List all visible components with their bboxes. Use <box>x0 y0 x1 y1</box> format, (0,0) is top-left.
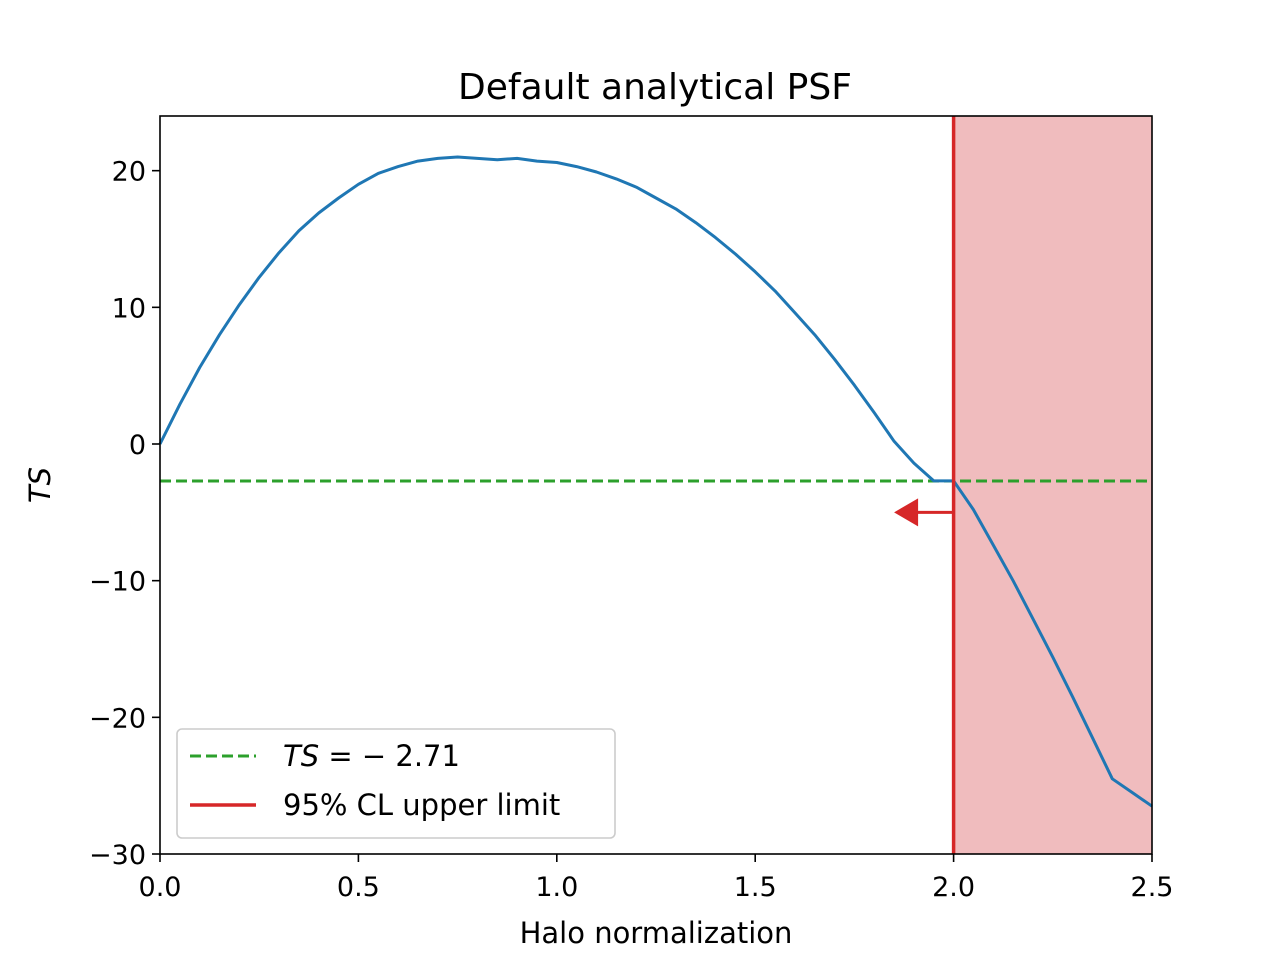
legend-label-threshold: TS = − 2.71 <box>283 739 460 773</box>
x-axis: 0.0 0.5 1.0 1.5 2.0 2.5 <box>139 854 1174 903</box>
y-tick-label: 0 <box>129 430 146 461</box>
y-tick-label: 10 <box>112 293 146 324</box>
x-tick-label: 0.5 <box>337 872 380 903</box>
legend-label-threshold-suffix: = − 2.71 <box>319 739 460 773</box>
legend-box <box>176 728 616 839</box>
legend-label-upper-limit: 95% CL upper limit <box>283 788 560 822</box>
y-tick-label: −20 <box>89 703 146 734</box>
x-axis-label: Halo normalization <box>520 916 793 950</box>
y-axis: −30 −20 −10 0 10 20 <box>89 157 160 871</box>
x-tick-label: 2.0 <box>932 872 975 903</box>
excluded-region <box>953 116 1152 854</box>
chart-title: Default analytical PSF <box>458 67 852 108</box>
legend: TS = − 2.71 95% CL upper limit <box>176 728 616 839</box>
y-axis-label: TS <box>23 467 57 503</box>
y-tick-label: 20 <box>112 157 146 188</box>
x-tick-label: 2.5 <box>1131 872 1174 903</box>
data-marks <box>158 116 1153 854</box>
upper-limit-arrow-head <box>894 498 919 527</box>
x-tick-label: 1.5 <box>734 872 777 903</box>
legend-label-threshold-prefix: TS <box>283 739 319 773</box>
x-tick-label: 1.0 <box>535 872 578 903</box>
x-tick-label: 0.0 <box>139 872 182 903</box>
y-tick-label: −30 <box>89 840 146 871</box>
ts-curve-line <box>158 155 1153 808</box>
y-tick-label: −10 <box>89 567 146 598</box>
plot-frame <box>159 115 1153 855</box>
plot-area <box>158 115 1153 855</box>
